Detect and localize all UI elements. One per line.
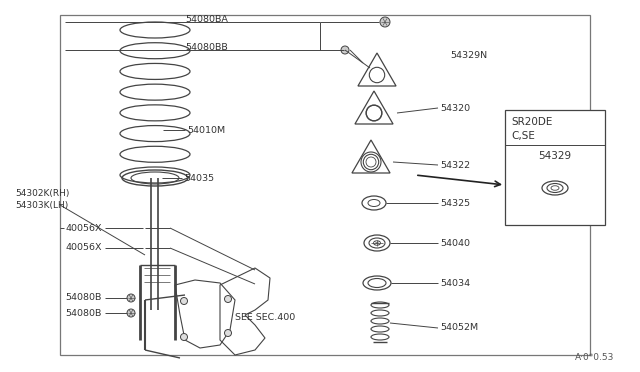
Text: SEE SEC.400: SEE SEC.400 <box>235 314 295 323</box>
Text: 54080B: 54080B <box>65 308 101 317</box>
Circle shape <box>180 298 188 305</box>
Text: 54080BA: 54080BA <box>185 15 228 23</box>
Text: 54052M: 54052M <box>440 324 478 333</box>
Text: SR20DE: SR20DE <box>511 117 552 127</box>
Text: C,SE: C,SE <box>511 131 535 141</box>
Text: 54302K(RH): 54302K(RH) <box>15 189 69 198</box>
Text: 54080B: 54080B <box>65 294 101 302</box>
Circle shape <box>341 46 349 54</box>
Circle shape <box>225 295 232 302</box>
Text: 54322: 54322 <box>440 160 470 170</box>
Text: A·0*0.53: A·0*0.53 <box>575 353 614 362</box>
Text: 54035: 54035 <box>184 173 214 183</box>
Text: 54329: 54329 <box>538 151 572 161</box>
Circle shape <box>127 309 135 317</box>
Circle shape <box>127 294 135 302</box>
Text: 54303K(LH): 54303K(LH) <box>15 201 68 209</box>
Text: 54010M: 54010M <box>187 125 225 135</box>
Circle shape <box>225 330 232 337</box>
Text: 40056X: 40056X <box>65 224 102 232</box>
Text: 40056X: 40056X <box>65 244 102 253</box>
Text: 54034: 54034 <box>440 279 470 288</box>
Circle shape <box>180 334 188 340</box>
Text: 54329N: 54329N <box>450 51 487 60</box>
Text: 54320: 54320 <box>440 103 470 112</box>
Text: 54325: 54325 <box>440 199 470 208</box>
Circle shape <box>380 17 390 27</box>
Text: 54080BB: 54080BB <box>185 42 228 51</box>
Bar <box>60 15 590 355</box>
Text: 54040: 54040 <box>440 238 470 247</box>
Bar <box>505 110 605 225</box>
